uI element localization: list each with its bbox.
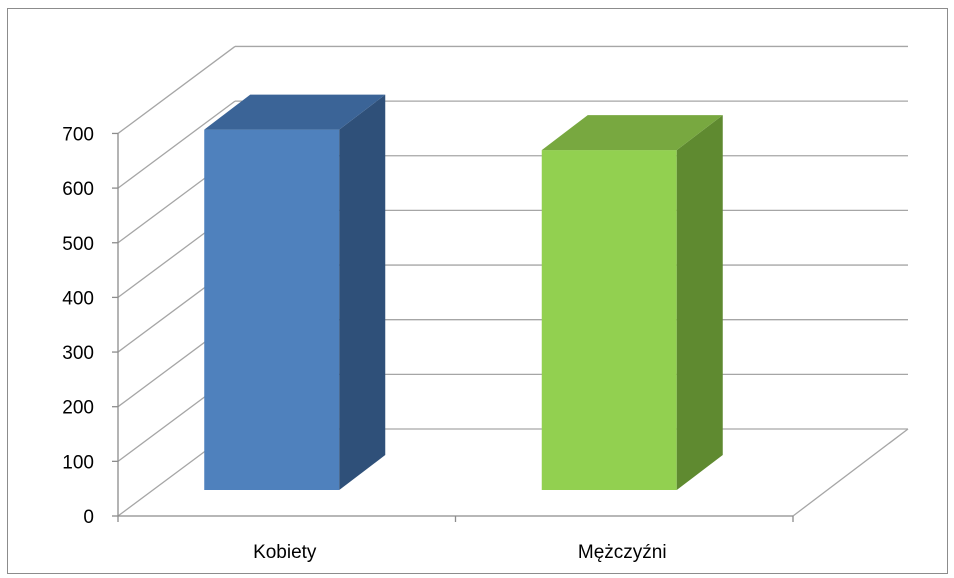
bars [204,94,723,491]
bar-2 [541,115,723,491]
category-label: Mężczyźni [578,542,667,563]
y-tick-label: 300 [62,343,94,364]
y-tick-label: 600 [62,179,94,200]
axes [112,132,794,522]
category-label: Kobiety [253,542,317,563]
bar-1 [204,94,386,491]
bar-front [204,129,340,491]
y-tick-label: 500 [62,234,94,255]
y-tick-label: 400 [62,288,94,309]
bar-side [676,115,723,491]
y-tick-label: 0 [83,507,94,528]
floor-right-edge [792,428,909,517]
y-tick-label: 200 [62,398,94,419]
bar-side [339,94,386,490]
y-tick-label: 700 [62,124,94,145]
y-tick-label: 100 [62,452,94,473]
bar-top [204,94,386,130]
gridline-diagonal-700 [117,45,236,134]
labels: 0 100 200 300 400 500 600 700 Kobiety Mężczyźni [62,124,666,563]
bar-front [541,150,677,490]
bar-top [541,115,723,151]
gridline-diagonal-600 [117,100,236,189]
chart-frame [7,8,948,574]
